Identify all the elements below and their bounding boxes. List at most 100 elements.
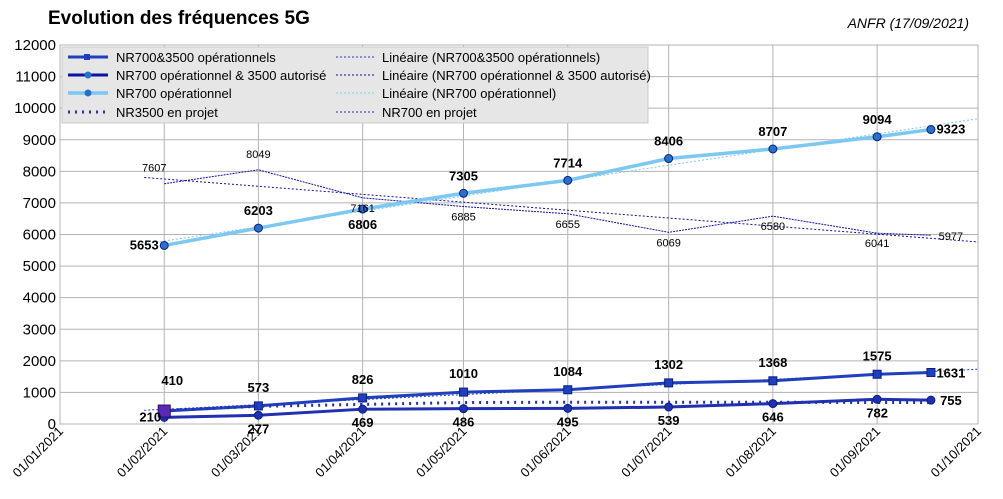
x-tick-label: 01/04/2021 (312, 424, 369, 481)
data-label: 755 (940, 393, 962, 408)
y-tick-label: 12000 (14, 37, 56, 54)
data-point (159, 240, 169, 250)
data-label: 5653 (130, 237, 159, 252)
y-tick-label: 7000 (23, 195, 56, 212)
data-point (768, 144, 778, 154)
data-point (253, 223, 263, 233)
data-labels: 410 573 826 1010 1084 1302 1368 1575 1631 7607 804… (130, 112, 966, 436)
data-label: 8049 (246, 149, 270, 161)
data-label: 1010 (449, 366, 478, 381)
data-label: 1575 (863, 348, 892, 363)
data-label: 7714 (553, 155, 583, 170)
legend-label: Linéaire (NR700&3500 opérationnels) (382, 50, 600, 65)
data-label: 486 (453, 415, 475, 430)
data-label: 5977 (939, 231, 963, 243)
legend-label: Linéaire (NR700 opérationnel & 3500 auto… (382, 68, 651, 83)
y-tick-label: 9000 (23, 132, 56, 149)
data-label: 1302 (654, 357, 683, 372)
y-tick-label: 5000 (23, 258, 56, 275)
data-label: 573 (248, 380, 270, 395)
y-tick-label: 3000 (23, 321, 56, 338)
data-point (926, 367, 936, 377)
y-tick-label: 11000 (15, 69, 56, 86)
y-tick-label: 1000 (23, 384, 56, 401)
legend-box (61, 46, 649, 124)
data-point (872, 369, 882, 379)
data-point (459, 188, 469, 198)
trendline (144, 176, 979, 243)
x-tick-label: 01/08/2021 (722, 424, 779, 481)
y-tick-label: 8000 (23, 163, 56, 180)
legend-marker (84, 89, 92, 97)
x-tick-label: 01/05/2021 (413, 424, 470, 481)
data-label: 782 (866, 405, 888, 420)
data-label: 7161 (350, 203, 374, 215)
series-layer (157, 125, 936, 422)
y-tick-label: 6000 (23, 227, 56, 244)
x-tick-label: 01/10/2021 (927, 424, 984, 481)
data-point (926, 125, 936, 135)
data-label: 6041 (865, 238, 889, 250)
data-point (563, 403, 573, 413)
data-label: 277 (248, 421, 270, 436)
data-point (872, 394, 882, 404)
legend-label: Linéaire (NR700 opérationnel) (382, 86, 556, 101)
y-axis-ticks: 0 1000 2000 3000 4000 5000 6000 7000 8000 9000 100… (14, 37, 56, 433)
start-marker (157, 404, 171, 418)
x-axis-ticks: 01/01/2021 01/02/2021 01/03/2021 01/04/2021… (9, 424, 984, 481)
legend-label: NR700 opérationnel (116, 86, 232, 101)
data-label: 6885 (451, 212, 475, 224)
legend-label: NR3500 en projet (116, 105, 218, 120)
data-point (664, 154, 674, 164)
chart-title: Evolution des fréquences 5G (48, 8, 310, 29)
y-tick-label: 10000 (14, 100, 56, 117)
data-point (768, 399, 778, 409)
chart-source: ANFR (17/09/2021) (847, 15, 969, 31)
data-label: 826 (352, 372, 374, 387)
data-label: 1631 (936, 365, 965, 380)
data-label: 6655 (556, 219, 580, 231)
data-point (459, 387, 469, 397)
x-tick-label: 01/06/2021 (517, 424, 574, 481)
data-point (253, 410, 263, 420)
data-label: 6069 (656, 237, 680, 249)
data-point (664, 378, 674, 388)
data-label: 1084 (553, 364, 583, 379)
data-label: 8707 (758, 124, 787, 139)
data-label: 646 (762, 410, 784, 425)
legend-label: NR700&3500 opérationnels (116, 50, 276, 65)
legend-label: NR700 en projet (382, 105, 477, 120)
data-point (664, 402, 674, 412)
data-point (358, 393, 368, 403)
data-point (358, 204, 368, 214)
data-point (926, 395, 936, 405)
data-label: 6806 (348, 217, 377, 232)
data-point (563, 385, 573, 395)
data-point (358, 404, 368, 414)
data-label: 9323 (936, 122, 965, 137)
legend-marker (84, 54, 90, 60)
data-label: 495 (557, 414, 579, 429)
data-label: 9094 (863, 112, 893, 127)
data-label: 469 (352, 415, 374, 430)
data-label: 6580 (761, 221, 785, 233)
y-tick-label: 2000 (23, 353, 56, 370)
x-tick-label: 01/02/2021 (114, 424, 171, 481)
x-tick-label: 01/09/2021 (827, 424, 884, 481)
data-point (459, 404, 469, 414)
data-label: 539 (658, 413, 680, 428)
data-point (768, 376, 778, 386)
series-line (164, 169, 931, 236)
data-point (563, 175, 573, 185)
y-tick-label: 0 (48, 416, 56, 433)
y-tick-label: 4000 (23, 290, 56, 307)
data-label: 6203 (244, 203, 273, 218)
legend-label: NR700 opérationnel & 3500 autorisé (116, 68, 326, 83)
x-tick-label: 01/01/2021 (9, 424, 66, 481)
data-label: 410 (161, 373, 183, 388)
legend: NR700&3500 opérationnels NR700 opérationn… (61, 46, 651, 124)
data-label: 8406 (654, 134, 683, 149)
data-label: 1368 (758, 355, 787, 370)
legend-marker (84, 71, 92, 79)
